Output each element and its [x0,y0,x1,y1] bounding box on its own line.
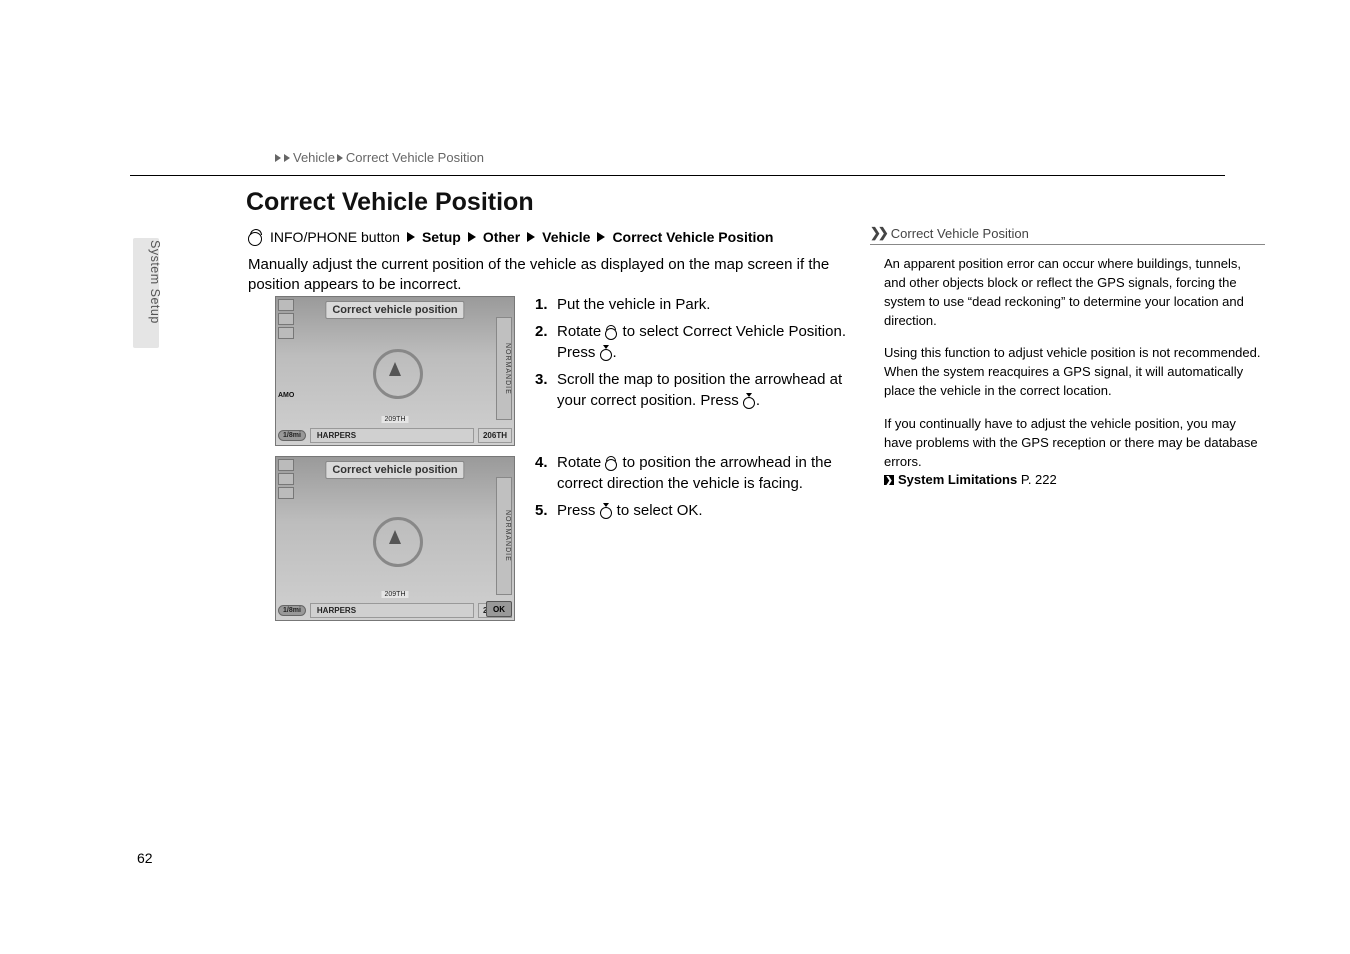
side-note: ❯❯ Correct Vehicle Position An apparent … [870,225,1265,504]
rotate-icon [605,325,618,339]
step-text-fragment: Press [557,502,600,519]
step-number: 3. [535,369,557,411]
step-text: Rotate to select Correct Vehicle Positio… [557,321,850,363]
page-number: 62 [137,850,153,866]
breadcrumb-seg: Vehicle [293,150,335,165]
side-note-title: Correct Vehicle Position [891,226,1029,241]
step-number: 1. [535,294,557,315]
step-number: 2. [535,321,557,363]
side-note-paragraph: An apparent position error can occur whe… [884,255,1265,330]
page-root: Vehicle Correct Vehicle Position System … [0,0,1350,954]
ui-term: OK [677,502,699,519]
map-icon [278,459,294,471]
step-number: 5. [535,500,557,521]
map-right-label: NORMANDIE [496,317,512,420]
map-ok-icon: OK [486,601,512,617]
nav-path-step: INFO/PHONE button [270,229,400,245]
chevron-right-icon [284,154,290,162]
step-4: 4. Rotate to position the arrowhead in t… [535,452,850,494]
map-scale: 1/8mi [278,605,306,616]
map-title: Correct vehicle position [325,301,464,319]
dial-icon [248,229,263,245]
step-text-fragment: . [613,344,617,361]
step-text: Rotate to position the arrowhead in the … [557,452,850,494]
step-text-fragment: . [698,502,702,519]
step-text: Press to select OK. [557,500,850,521]
steps-group-1: 1. Put the vehicle in Park. 2. Rotate to… [535,294,850,417]
step-1: 1. Put the vehicle in Park. [535,294,850,315]
section-label: System Setup [148,240,162,256]
map-street: HARPERS [310,603,474,618]
press-icon [600,346,613,360]
nav-path-step: Setup [422,229,461,245]
step-5: 5. Press to select OK. [535,500,850,521]
side-note-header: ❯❯ Correct Vehicle Position [870,225,1265,245]
intro-text: Manually adjust the current position of … [248,255,853,296]
divider [130,175,1225,176]
map-screenshot-2: Correct vehicle position NORMANDIE 209TH… [275,456,515,621]
chevron-right-icon [468,232,476,242]
chevron-right-icon [275,154,281,162]
chevron-right-icon [337,154,343,162]
double-chevron-icon: ❯❯ [870,225,886,241]
map-road-label: 209TH [381,416,408,423]
map-left-icon-column [278,299,294,339]
step-text-fragment: Rotate [557,323,605,340]
map-bottom-bar: 1/8mi HARPERS 206TH [278,602,512,618]
map-street: HARPERS [310,428,474,443]
map-title: Correct vehicle position [325,461,464,479]
press-icon [600,504,613,518]
map-screenshot-1: Correct vehicle position NORMANDIE AMO 2… [275,296,515,446]
breadcrumb-seg: Correct Vehicle Position [346,150,484,165]
nav-path: INFO/PHONE button Setup Other Vehicle Co… [248,229,774,245]
step-text: Put the vehicle in Park. [557,294,850,315]
press-icon [743,394,756,408]
map-text: AMO [278,392,294,399]
map-street-num: 206TH [478,428,512,443]
side-note-paragraph: Using this function to adjust vehicle po… [884,344,1265,401]
step-2: 2. Rotate to select Correct Vehicle Posi… [535,321,850,363]
map-right-label: NORMANDIE [496,477,512,595]
cross-ref-label: System Limitations [898,472,1017,487]
step-number: 4. [535,452,557,494]
steps-group-2: 4. Rotate to position the arrowhead in t… [535,452,850,527]
map-icon [278,313,294,325]
link-arrow-icon: ❯ [884,475,894,485]
step-text-fragment: . [756,392,760,409]
step-text-fragment: to select [613,502,677,519]
map-icon [278,487,294,499]
side-note-body: An apparent position error can occur whe… [870,255,1265,490]
nav-path-step: Other [483,229,520,245]
chevron-right-icon [527,232,535,242]
map-arrowhead-icon [389,362,401,376]
map-icon [278,473,294,485]
step-text-fragment: to select [618,323,682,340]
ui-term: Correct Vehicle Position [683,323,842,340]
step-text-fragment: Rotate [557,454,605,471]
chevron-right-icon [407,232,415,242]
map-bottom-bar: 1/8mi HARPERS 206TH [278,427,512,443]
nav-path-step: Correct Vehicle Position [612,229,773,245]
step-text-fragment: Scroll the map to position the arrowhead… [557,371,842,409]
breadcrumb: Vehicle Correct Vehicle Position [275,150,484,165]
chevron-right-icon [597,232,605,242]
cross-ref-page: P. 222 [1021,472,1057,487]
side-note-text: If you continually have to adjust the ve… [884,416,1258,469]
map-icon [278,327,294,339]
step-text: Scroll the map to position the arrowhead… [557,369,850,411]
rotate-icon [605,456,618,470]
map-scale: 1/8mi [278,430,306,441]
map-left-icon-column [278,459,294,499]
map-arrowhead-icon [389,530,401,544]
step-3: 3. Scroll the map to position the arrowh… [535,369,850,411]
map-road-label: 209TH [381,591,408,598]
map-icon [278,299,294,311]
page-title: Correct Vehicle Position [246,188,534,217]
side-note-paragraph: If you continually have to adjust the ve… [884,415,1265,490]
nav-path-step: Vehicle [542,229,590,245]
